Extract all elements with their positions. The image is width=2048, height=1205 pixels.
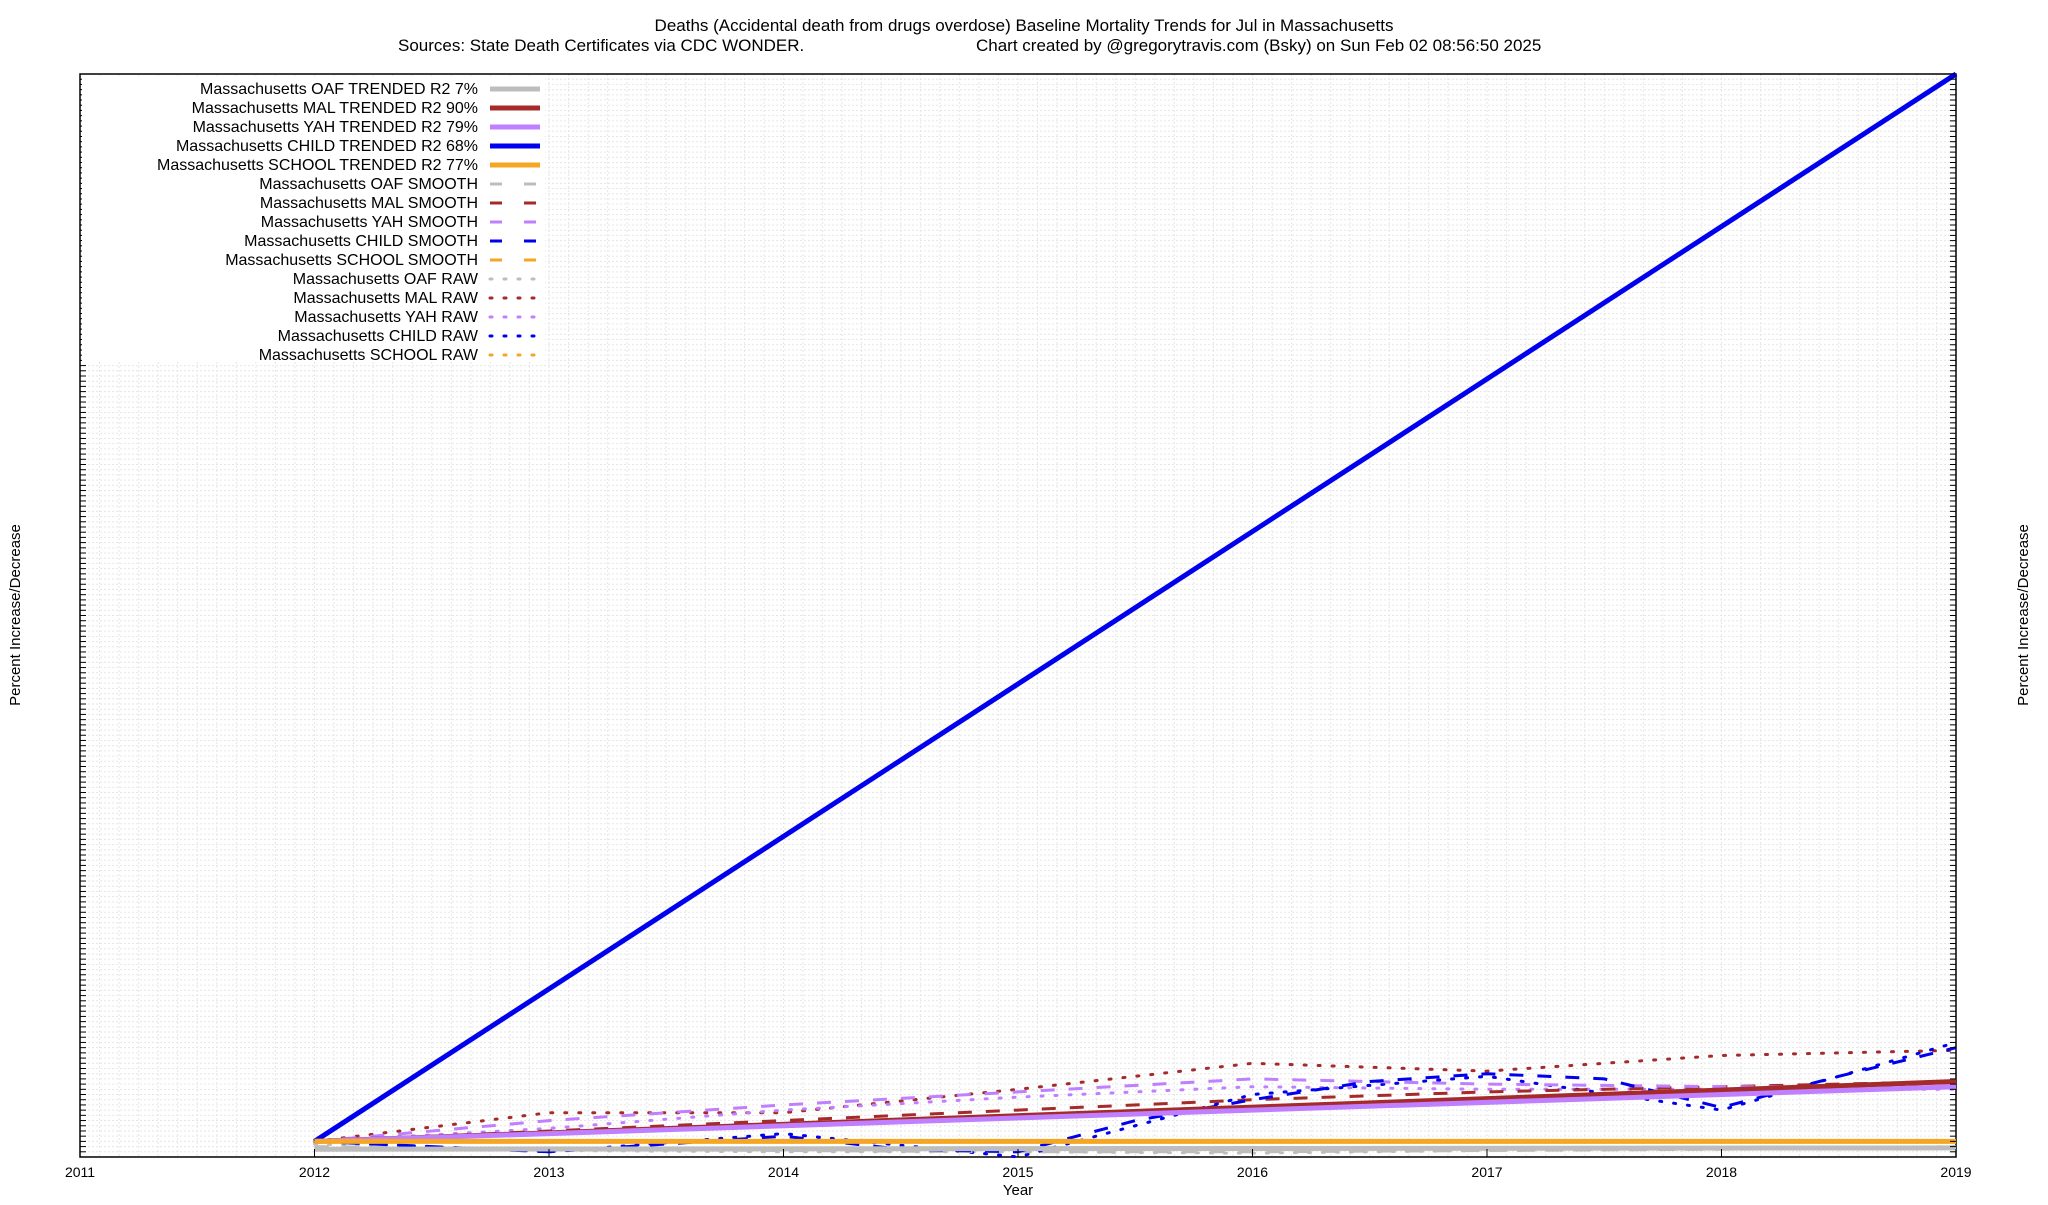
series-line-yah-smooth [314, 1077, 1956, 1143]
x-tick-label: 2018 [1706, 1164, 1737, 1180]
legend: Massachusetts OAF TRENDED R2 7% Massachus… [82, 76, 545, 364]
series-line-mal-smooth [314, 1080, 1957, 1143]
chart-subtitle-right: Chart created by @gregorytravis.com (Bsk… [976, 36, 1541, 55]
x-tick-label: 2012 [299, 1164, 330, 1180]
legend-background [82, 76, 545, 361]
chart-subtitle-left: Sources: State Death Certificates via CD… [398, 36, 804, 55]
legend-label: Massachusetts YAH SMOOTH [261, 214, 478, 231]
series-line-oaf-smooth [314, 1145, 1957, 1154]
legend-label: Massachusetts YAH TRENDED R2 79% [193, 119, 478, 136]
series-line-oaf-trend [314, 1145, 1957, 1152]
legend-label: Massachusetts OAF SMOOTH [259, 176, 478, 193]
legend-label: Massachusetts MAL SMOOTH [260, 195, 478, 212]
axis-layer: 2011 2012 2013 2014 2015 2016 2017 2018 2019 [65, 73, 1972, 1180]
legend-label: Massachusetts MAL TRENDED R2 90% [192, 100, 478, 117]
legend-label: Massachusetts OAF RAW [293, 271, 479, 288]
x-tick-label: 2013 [533, 1164, 564, 1180]
legend-label: Massachusetts CHILD SMOOTH [244, 233, 478, 250]
legend-label: Massachusetts SCHOOL TRENDED R2 77% [157, 157, 478, 174]
legend-label: Massachusetts YAH RAW [294, 309, 479, 326]
x-axis-label: Year [1003, 1182, 1033, 1199]
legend-label: Massachusetts SCHOOL SMOOTH [225, 252, 478, 269]
x-tick-label: 2015 [1002, 1164, 1033, 1180]
legend-label: Massachusetts OAF TRENDED R2 7% [200, 81, 478, 98]
series-line-child-raw [313, 1041, 1958, 1159]
legend-label: Massachusetts CHILD RAW [278, 328, 479, 345]
x-tick-label: 2014 [768, 1164, 799, 1180]
legend-label: Massachusetts MAL RAW [293, 290, 479, 307]
x-tick-label: 2017 [1471, 1164, 1502, 1180]
x-tick-label: 2016 [1237, 1164, 1268, 1180]
legend-label: Massachusetts CHILD TRENDED R2 68% [176, 138, 478, 155]
series-line-child-trend [313, 71, 1958, 1144]
chart-title: Deaths (Accidental death from drugs over… [655, 16, 1394, 35]
x-tick-label: 2019 [1940, 1164, 1971, 1180]
series-line-mal-raw [313, 1048, 1958, 1143]
x-tick-label: 2011 [65, 1164, 95, 1180]
series-line-yah-trend [314, 1084, 1957, 1144]
y-axis-label-left: Percent Increase/Decrease [7, 524, 24, 706]
y-axis-label-right: Percent Increase/Decrease [2015, 524, 2032, 706]
series-layer [313, 71, 1958, 1159]
legend-label: Massachusetts SCHOOL RAW [259, 347, 479, 364]
